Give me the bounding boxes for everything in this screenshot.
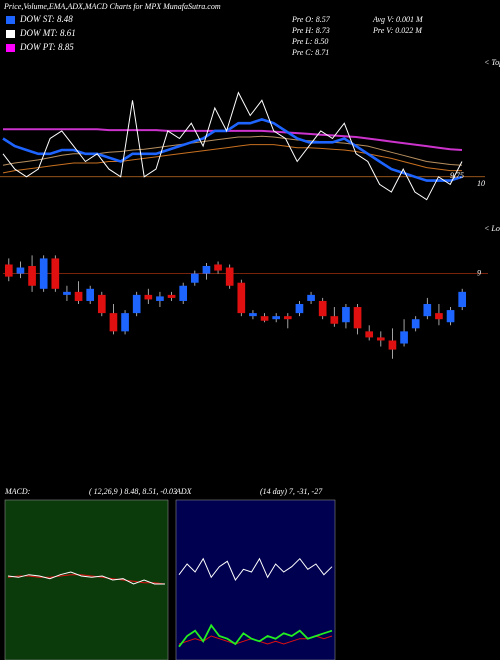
annotation: < Lows bbox=[484, 224, 500, 233]
panel-subtitle: ( 12,26,9 ) 8.48, 8.51, -0.03 bbox=[89, 487, 177, 496]
candle-body bbox=[365, 331, 374, 338]
candle-body bbox=[214, 264, 222, 271]
panel-background bbox=[175, 499, 336, 660]
candle-body bbox=[272, 316, 281, 320]
series-line bbox=[178, 623, 333, 648]
candle-body bbox=[446, 310, 455, 323]
candle-body bbox=[376, 337, 385, 341]
candle-body bbox=[225, 267, 234, 286]
page-title: Price,Volume,EMA,ADX,MACD Charts for MPX… bbox=[3, 2, 221, 11]
candle-body bbox=[411, 319, 420, 329]
candle-body bbox=[400, 331, 408, 344]
candle-body bbox=[283, 316, 292, 320]
candle-body bbox=[330, 316, 339, 324]
series-line bbox=[2, 91, 463, 201]
candle-body bbox=[156, 296, 164, 301]
candle-body bbox=[237, 282, 246, 314]
candle-body bbox=[63, 291, 71, 295]
candle-body bbox=[109, 313, 118, 332]
legend-swatch bbox=[6, 30, 15, 38]
candle-body bbox=[86, 288, 95, 301]
annotation: 10 bbox=[477, 179, 485, 188]
candle-body bbox=[28, 266, 36, 286]
candle-body bbox=[190, 273, 199, 283]
panel-subtitle: (14 day) 7, -31, -27 bbox=[260, 487, 323, 496]
candle-body bbox=[4, 264, 13, 277]
series-line bbox=[2, 144, 462, 174]
candle-body bbox=[51, 258, 60, 289]
info-text: Pre H: 8.73 bbox=[291, 26, 330, 35]
candle-body bbox=[435, 313, 443, 320]
candle-body bbox=[202, 266, 211, 274]
annotation: 9.75 bbox=[450, 171, 464, 180]
info-text: Pre C: 8.71 bbox=[291, 48, 329, 57]
candle-body bbox=[342, 307, 350, 323]
candle-body bbox=[249, 313, 257, 317]
candle-body bbox=[318, 300, 327, 317]
candle-body bbox=[144, 294, 153, 300]
candle-body bbox=[353, 307, 362, 329]
panel-title: MACD: bbox=[4, 487, 31, 496]
candle-body bbox=[132, 294, 141, 314]
candle-body bbox=[74, 291, 83, 301]
candle-body bbox=[39, 258, 48, 289]
panel-background bbox=[4, 499, 169, 660]
info-text: Pre L: 8.50 bbox=[291, 37, 328, 46]
legend-label: DOW MT: 8.61 bbox=[19, 28, 76, 38]
legend-label: DOW PT: 8.85 bbox=[19, 42, 74, 52]
candle-body bbox=[179, 285, 188, 301]
series-line bbox=[7, 571, 165, 585]
legend-swatch bbox=[6, 16, 15, 24]
info-text: Pre O: 8.57 bbox=[291, 15, 331, 24]
candle-body bbox=[307, 294, 315, 301]
series-line bbox=[178, 557, 333, 581]
series-line bbox=[2, 118, 463, 182]
candle-body bbox=[167, 294, 176, 298]
candle-body bbox=[260, 316, 269, 321]
candle-body bbox=[423, 304, 432, 317]
candle-body bbox=[295, 304, 304, 314]
candle-body bbox=[388, 340, 397, 350]
annotation: 9 bbox=[477, 268, 481, 277]
info-text: Avg V: 0.001 M bbox=[372, 15, 424, 24]
candle-body bbox=[121, 313, 129, 332]
legend-label: DOW ST: 8.48 bbox=[19, 14, 73, 24]
annotation: < Tops bbox=[484, 58, 500, 67]
candle-body bbox=[458, 291, 467, 308]
legend-swatch bbox=[6, 44, 15, 52]
candle-body bbox=[16, 267, 25, 274]
panel-title: ADX bbox=[175, 487, 193, 496]
info-text: Pre V: 0.022 M bbox=[372, 26, 423, 35]
candle-body bbox=[97, 294, 106, 314]
series-line bbox=[3, 128, 463, 151]
